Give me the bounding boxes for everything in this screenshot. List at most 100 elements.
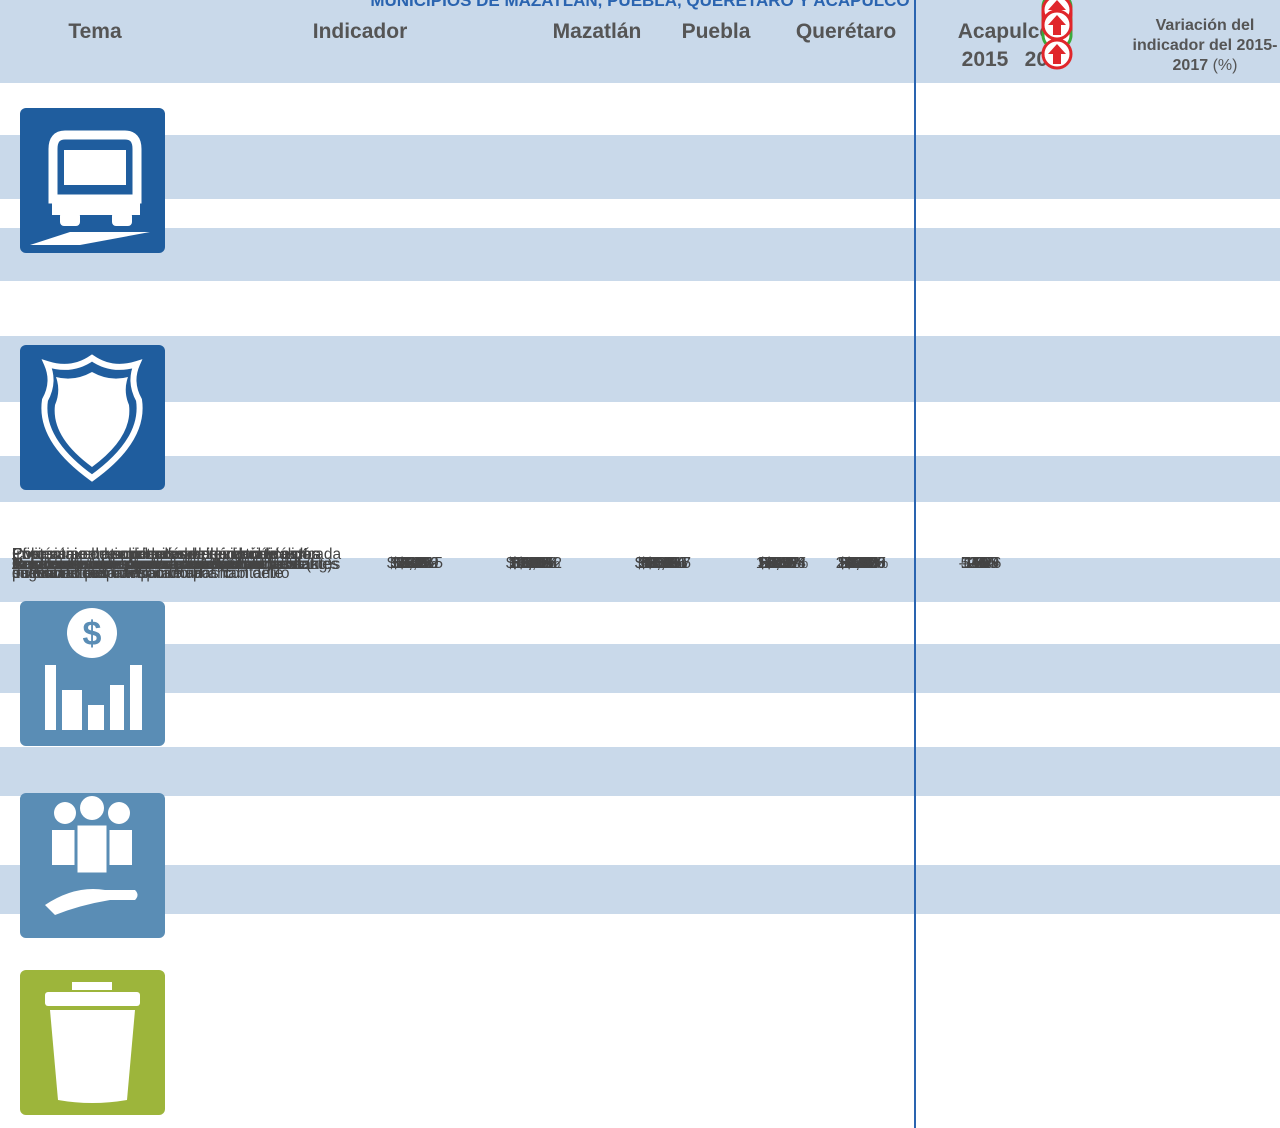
trend-arrow <box>1041 9 1073 41</box>
cell-y2015: 66.9% <box>760 555 804 572</box>
cell-mazatlan: 51.9% <box>393 555 437 572</box>
table-row: Gasto sujeto a adjudicación directa ND 2.0… <box>0 0 1280 693</box>
col-puebla: Puebla <box>681 20 751 43</box>
theme-icons: $ <box>20 108 165 1115</box>
cell-y2017: 52.7% <box>840 555 884 572</box>
indicator: Ingresos totales por habitante (pesos) <box>12 555 273 573</box>
indicator: Costo anual de operación del órgano de s… <box>12 546 288 582</box>
cell-y2017: 68.9% <box>840 555 884 572</box>
cell-puebla: 100% <box>514 555 554 572</box>
cell-mazatlan: $588 <box>397 555 433 572</box>
cell-mazatlan: ND <box>403 555 427 572</box>
indicator: Porcentaje de solicitudes de servicio ví… <box>12 546 322 582</box>
cell-puebla: 2.0% <box>516 555 552 572</box>
cell-queretaro: 13.1% <box>641 555 685 572</box>
title: MUNICIPIOS DE MAZATLÁN, PUEBLA, QUERÉTAR… <box>370 0 910 10</box>
cell-queretaro: $19,216 <box>634 555 692 572</box>
indicator: Costo estimado promedio por accidente vi… <box>12 555 314 573</box>
cell-variacion: 51 <box>971 555 989 572</box>
cell-variacion: -32 <box>968 555 992 572</box>
cell-y2017: 48.3 <box>846 555 878 572</box>
cell-queretaro: 46.1% <box>641 555 685 572</box>
cell-puebla: 65.6% <box>512 555 556 572</box>
cell-mazatlan: $227 <box>397 555 433 572</box>
cell-y2015: 2.2 <box>771 555 793 572</box>
cell-variacion: -20 <box>968 555 992 572</box>
cell-y2017: $288 <box>844 555 880 572</box>
trend-arrow <box>1041 38 1073 70</box>
cell-variacion: -11.76 <box>958 555 1002 572</box>
cell-y2015: 54.3% <box>760 555 804 572</box>
cell-queretaro: 5.6 <box>652 555 674 572</box>
cell-y2015: $191 <box>764 555 800 572</box>
cell-mazatlan: $21,515 <box>386 555 444 572</box>
cell-queretaro: 11.6% <box>641 555 685 572</box>
cell-puebla: $3,112 <box>510 555 558 572</box>
variacion-line2: indicador del 2015- <box>1132 37 1278 54</box>
cell-y2017: 6.2 <box>851 555 873 572</box>
cell-queretaro: $6,190 <box>639 555 687 572</box>
cell-y2017: 24.6% <box>840 555 884 572</box>
cell-variacion: 1.64 <box>964 555 996 572</box>
cell-queretaro: 432 <box>650 555 676 572</box>
cell-variacion: 14 <box>971 555 989 572</box>
divider <box>914 0 916 1128</box>
car-icon <box>20 108 165 253</box>
cell-puebla: 317 <box>521 555 547 572</box>
col-tema: Tema <box>68 20 122 43</box>
cell-variacion: --- <box>972 555 988 572</box>
cell-y2017: 1.5 <box>851 555 873 572</box>
cell-puebla: $143 <box>516 555 552 572</box>
col-mazatlan: Mazatlán <box>552 20 642 43</box>
cell-mazatlan: 65.4% <box>393 555 437 572</box>
cell-puebla: 1.0 <box>523 555 545 572</box>
cell-variacion: -4 <box>973 555 987 572</box>
col-acapulco: Acapulco <box>957 20 1053 43</box>
cell-variacion: -52 <box>968 555 992 572</box>
cell-y2015: 385 <box>769 555 795 572</box>
cell-puebla: ND <box>522 555 546 572</box>
cell-puebla: ND <box>522 555 546 572</box>
cell-y2015: 7.5 <box>771 555 793 572</box>
cell-y2015: 0.36 <box>766 555 798 572</box>
cell-y2017: $1,076 <box>838 555 886 572</box>
cell-mazatlan: ND <box>403 555 427 572</box>
variacion-year: 2017 <box>1172 57 1209 74</box>
svg-text:$: $ <box>83 615 102 653</box>
indicator: Policías operativos de seguridad pública… <box>12 546 317 582</box>
cell-mazatlan: 14.0% <box>393 555 437 572</box>
indicator: Tasa de homicidios por cada 100 mil habi… <box>12 555 339 573</box>
cell-queretaro: $15,567 <box>634 555 692 572</box>
table-row: Porcentaje de solicitudes de servicio ví… <box>0 12 1280 582</box>
cell-y2017: $984 <box>844 555 880 572</box>
cell-variacion: 9 <box>975 555 985 572</box>
cell-y2017: $4,000 <box>838 555 886 572</box>
shield-icon <box>20 345 165 490</box>
variacion-line1: Variación del <box>1155 17 1255 34</box>
table-body: Vehículos automotores por habitante 0.31 N… <box>0 0 1280 914</box>
cell-puebla: $1,024 <box>510 555 558 572</box>
cell-variacion: --- <box>972 555 988 572</box>
table-row: Tasa de homicidios por cada 100 mil habi… <box>0 8 1280 573</box>
cell-variacion: -2.95 <box>962 555 998 572</box>
table-row: Eficiencia en recolección de residuos só… <box>0 9 1280 914</box>
cell-y2017: $3,533 <box>838 555 886 572</box>
cell-y2017: 200.1% <box>835 555 889 572</box>
cell-variacion: --- <box>972 555 988 572</box>
cell-mazatlan: 1.6 <box>404 555 426 572</box>
cell-queretaro: 7.0 <box>652 555 674 572</box>
cell-mazatlan: 1.2 <box>404 555 426 572</box>
table-row: Ingresos propios municipales por habitan… <box>0 13 1280 573</box>
cell-puebla: ND <box>522 555 546 572</box>
cell-variacion: 5 <box>975 555 985 572</box>
cell-mazatlan: 363 <box>402 555 428 572</box>
cell-y2015: 25.7% <box>760 555 804 572</box>
cell-queretaro: 7.4 <box>652 555 674 572</box>
cell-y2015: $937 <box>764 555 800 572</box>
indicator: Gasto en nómina contra ingresos propios <box>12 555 296 573</box>
indicator: Eficiencia en recolección de residuos só… <box>12 546 320 582</box>
cell-mazatlan: 6.2 <box>404 555 426 572</box>
indicator: Ingresos propios municipales por habitan… <box>12 555 308 573</box>
cell-mazatlan: $2,292 <box>391 555 439 572</box>
